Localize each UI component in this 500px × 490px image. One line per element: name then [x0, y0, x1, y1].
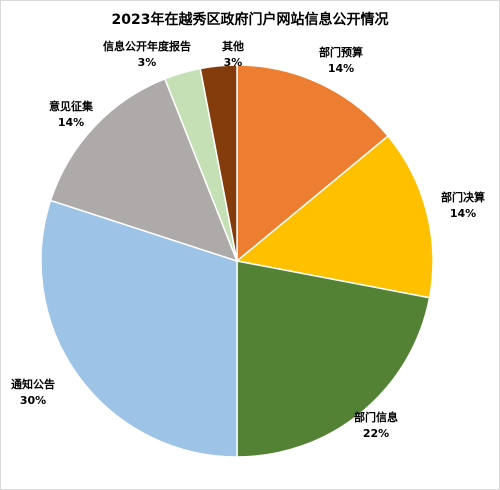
slice-percent-6: 3% — [138, 56, 157, 69]
labels-layer: 部门预算 14% 部门决算 14% 部门信息 22% 通知公告 30% 意见征集 14% 信息公开年… — [11, 39, 485, 440]
slice-label-2: 部门决算 — [441, 190, 485, 204]
slice-label-4: 通知公告 — [11, 377, 55, 391]
pie-slice-5 — [49, 77, 239, 263]
slice-label-5: 意见征集 — [49, 99, 94, 113]
slice-label-6: 信息公开年度报告 — [103, 39, 191, 53]
slice-percent-4: 30% — [20, 394, 46, 407]
pie-slice-1 — [236, 64, 390, 263]
pie-slice-3 — [236, 260, 431, 458]
slice-percent-5: 14% — [58, 116, 84, 129]
slice-percent-1: 14% — [328, 62, 354, 75]
slice-label-1: 部门预算 — [319, 45, 363, 59]
pie-slice-7 — [199, 64, 238, 262]
slice-label-3: 部门信息 — [354, 410, 398, 424]
slices-layer — [40, 64, 434, 458]
pie-slice-2 — [235, 135, 434, 299]
slice-label-7: 其他 — [222, 39, 244, 53]
slice-percent-7: 3% — [224, 56, 243, 69]
slice-percent-3: 22% — [363, 427, 389, 440]
pie-slice-4 — [40, 199, 238, 458]
slice-percent-2: 14% — [450, 207, 476, 220]
chart-title: 2023年在越秀区政府门户网站信息公开情况 — [111, 12, 389, 28]
